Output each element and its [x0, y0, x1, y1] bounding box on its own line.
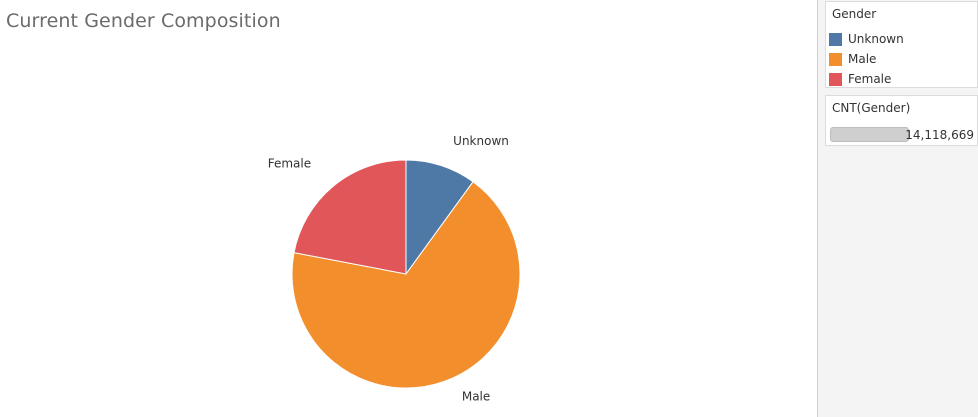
- legend-item-female[interactable]: Female: [829, 71, 974, 87]
- legend-panel: Gender Unknown Male Female CNT(Gender) 1…: [817, 0, 978, 417]
- legend-label-female: Female: [848, 72, 892, 86]
- pie-label-male: Male: [462, 389, 490, 403]
- size-legend-title: CNT(Gender): [832, 101, 911, 115]
- size-legend-bar: [830, 127, 909, 142]
- pie-slice-unknown[interactable]: [405, 159, 474, 276]
- legend-label-unknown: Unknown: [848, 32, 904, 46]
- size-legend: CNT(Gender) 14,118,669: [825, 95, 978, 146]
- legend-swatch-female: [829, 73, 842, 86]
- pie-label-unknown: Unknown: [453, 134, 509, 148]
- legend-item-unknown[interactable]: Unknown: [829, 31, 974, 47]
- chart-title: Current Gender Composition: [6, 10, 281, 32]
- size-legend-value: 14,118,669: [905, 128, 974, 142]
- color-legend: Gender Unknown Male Female: [825, 1, 978, 88]
- legend-swatch-unknown: [829, 33, 842, 46]
- legend-label-male: Male: [848, 52, 877, 66]
- color-legend-title: Gender: [832, 7, 877, 21]
- pie-label-female: Female: [268, 156, 311, 170]
- legend-item-male[interactable]: Male: [829, 51, 974, 67]
- pie-slice-male[interactable]: [291, 181, 521, 389]
- pie-chart: Unknown Male Female: [268, 134, 521, 403]
- pie-slice-female[interactable]: [293, 159, 407, 275]
- legend-swatch-male: [829, 53, 842, 66]
